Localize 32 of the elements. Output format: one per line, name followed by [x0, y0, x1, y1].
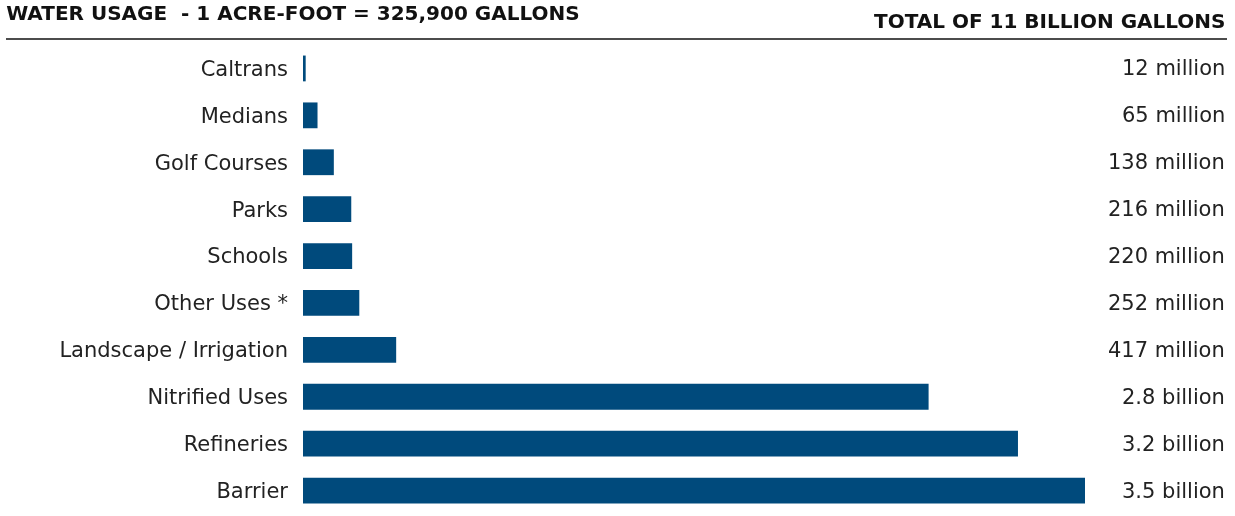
bar [303, 196, 352, 223]
data-label: 417 million [1108, 338, 1225, 362]
y-tick-label: Parks [231, 197, 288, 222]
data-label: 138 million [1108, 150, 1225, 174]
y-tick-label: Medians [200, 103, 288, 128]
y-tick-label: Landscape / Irrigation [59, 338, 288, 363]
data-label: 3.5 billion [1122, 479, 1225, 503]
bar [303, 383, 929, 410]
bar [303, 55, 306, 82]
bar [303, 336, 397, 363]
data-label: 12 million [1122, 56, 1226, 80]
data-label: 65 million [1122, 103, 1226, 127]
bar [303, 243, 353, 269]
data-label: 252 million [1108, 291, 1225, 315]
bar [303, 102, 318, 129]
y-tick-label: Golf Courses [154, 150, 288, 175]
y-tick-label: Schools [207, 244, 288, 269]
bar [303, 477, 1085, 504]
bar [303, 149, 334, 176]
data-label: 220 million [1108, 244, 1225, 268]
bar [303, 430, 1018, 457]
data-label: 2.8 billion [1122, 385, 1225, 409]
data-label: 3.2 billion [1122, 432, 1225, 456]
y-tick-label: Refineries [183, 432, 288, 456]
y-tick-label: Caltrans [200, 56, 288, 81]
y-tick-label: Other Uses * [154, 291, 288, 316]
y-tick-label: Nitrified Uses [147, 385, 288, 410]
data-label: 216 million [1108, 197, 1225, 221]
y-tick-label: Barrier [216, 478, 289, 503]
text: TOTAL OF 11 BILLION GALLONS [874, 9, 1226, 33]
chart-title: WATER USAGE - 1 ACRE-FOOT = 325,900 GALLONS [6, 1, 580, 25]
bar [303, 290, 360, 316]
